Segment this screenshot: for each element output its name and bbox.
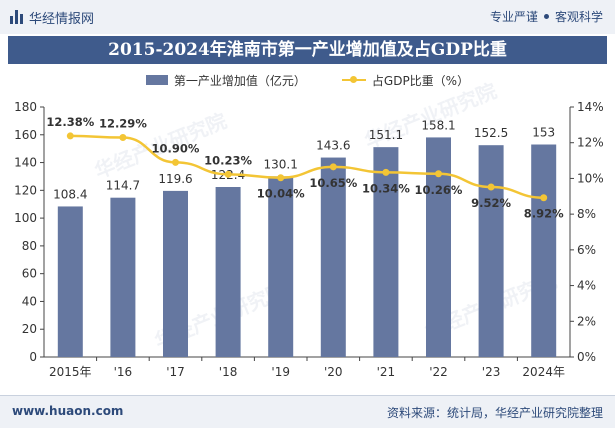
x-tick-label: '18 — [219, 365, 238, 379]
y-left-tick-label: 100 — [14, 211, 37, 225]
y-left-tick-label: 0 — [29, 350, 37, 364]
y-right-tick-label: 12% — [577, 136, 604, 150]
bar — [215, 187, 241, 357]
bar-value-label: 143.6 — [316, 139, 350, 153]
bar-value-label: 152.5 — [474, 126, 508, 140]
chart-canvas: 0 20 40 60 80 100 120 140 160 180 0% 2% 4% 6% 8% 10% 12%… — [14, 100, 604, 379]
y-left-tick-label: 120 — [14, 183, 37, 197]
y-right-tick-label: 4% — [577, 279, 596, 293]
y-right-tick-label: 2% — [577, 314, 596, 328]
ratio-point — [277, 174, 285, 182]
ratio-value-label: 8.92% — [524, 207, 564, 221]
bar — [163, 190, 188, 357]
ratio-point — [224, 170, 232, 178]
x-tick-label: 2015年 — [49, 365, 92, 379]
bar-value-label: 119.6 — [158, 172, 192, 186]
x-tick-label: '19 — [271, 365, 290, 379]
ratio-point — [382, 168, 390, 176]
chart-legend: 第一产业增加值（亿元） 占GDP比重（%） — [0, 72, 615, 88]
bar-value-label: 114.7 — [106, 179, 140, 193]
bar-value-label: 153 — [532, 126, 555, 140]
ratio-value-label: 9.52% — [471, 196, 511, 210]
bar — [110, 197, 136, 357]
legend-line-label: 占GDP比重（%） — [371, 73, 470, 88]
ratio-point — [487, 183, 495, 191]
y-right-tick-label: 14% — [577, 100, 604, 114]
bar — [57, 206, 83, 357]
ratio-point — [119, 134, 127, 142]
top-banner: 华经情报网 专业严谨 客观科学 — [0, 0, 615, 34]
ratio-value-label: 10.23% — [204, 153, 252, 167]
bar — [268, 176, 294, 357]
tagline-right: 客观科学 — [554, 10, 603, 24]
ratio-value-label: 10.26% — [415, 183, 463, 197]
ratio-value-label: 12.38% — [46, 115, 94, 129]
ratio-point — [172, 158, 179, 166]
ratio-line — [70, 134, 544, 199]
tagline-left: 专业严谨 — [489, 10, 538, 24]
y-left-tick-label: 60 — [22, 267, 37, 281]
ratio-point — [66, 132, 74, 140]
separator-dot-icon — [543, 14, 549, 19]
bar-value-label: 108.4 — [53, 187, 87, 201]
brand-name: 华经情报网 — [29, 11, 95, 27]
footer: www.huaon.com 资料来源：统计局，华经产业研究院整理 — [0, 395, 615, 428]
ratio-value-label: 10.04% — [257, 187, 305, 201]
ratio-value-label: 10.65% — [309, 176, 357, 190]
y-right-tick-label: 0% — [577, 350, 596, 364]
bar-value-label: 158.1 — [421, 118, 455, 132]
legend-item-bar: 第一产业增加值（亿元） — [145, 72, 306, 88]
bar-value-label: 151.1 — [369, 128, 403, 142]
y-right-tick-label: 8% — [577, 207, 596, 221]
ratio-value-label: 10.34% — [362, 181, 410, 195]
y-left-tick-label: 140 — [14, 156, 37, 170]
y-right-tick-label: 6% — [577, 243, 596, 257]
chart-title: 2015-2024年淮南市第一产业增加值及占GDP比重 — [8, 36, 607, 64]
bar — [320, 157, 346, 357]
y-left-tick-label: 160 — [14, 128, 37, 142]
x-tick-label: '23 — [482, 365, 501, 379]
y-left-tick-label: 20 — [22, 322, 37, 336]
footer-source: 资料来源：统计局，华经产业研究院整理 — [386, 406, 603, 420]
legend-bar-swatch — [145, 75, 168, 85]
ratio-value-label: 12.29% — [99, 117, 147, 131]
y-right-tick-label: 10% — [577, 171, 604, 185]
brand: 华经情报网 — [10, 7, 94, 27]
ratio-point — [435, 170, 442, 178]
y-left-tick-label: 80 — [22, 239, 37, 253]
legend-item-line: 占GDP比重（%） — [341, 72, 470, 88]
y-left-tick-label: 40 — [22, 294, 37, 308]
logo-icon — [10, 10, 23, 24]
tagline: 专业严谨 客观科学 — [490, 8, 603, 25]
y-left-tick-label: 180 — [14, 100, 37, 114]
bar-value-label: 130.1 — [264, 157, 298, 171]
x-tick-label: '17 — [166, 365, 185, 379]
bar — [478, 145, 504, 357]
legend-bar-label: 第一产业增加值（亿元） — [173, 73, 306, 88]
bar — [373, 147, 399, 357]
ratio-point — [540, 194, 548, 202]
ratio-point — [329, 163, 337, 171]
x-tick-label: '16 — [114, 365, 133, 379]
legend-line-swatch — [341, 75, 366, 85]
x-tick-label: '22 — [429, 365, 448, 379]
bar — [531, 144, 557, 357]
ratio-value-label: 10.90% — [152, 141, 200, 155]
x-tick-label: '20 — [324, 365, 343, 379]
x-tick-label: '21 — [377, 365, 396, 379]
footer-site[interactable]: www.huaon.com — [12, 404, 124, 418]
x-tick-label: 2024年 — [522, 365, 565, 379]
